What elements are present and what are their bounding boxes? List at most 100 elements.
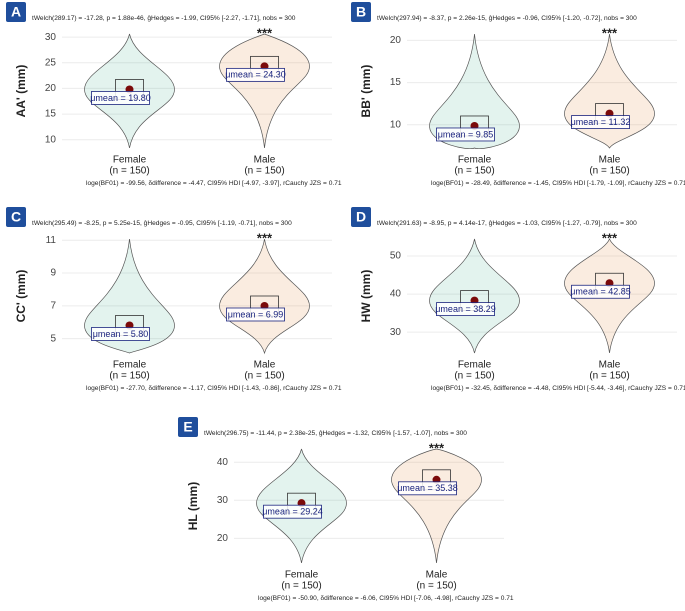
- panel-label: E: [183, 419, 192, 435]
- y-tick-label: 9: [50, 268, 56, 279]
- mean-label: μmean = 6.99: [228, 309, 283, 319]
- mean-label-box: [226, 67, 285, 82]
- mean-label: μmean = 35.38: [397, 483, 457, 493]
- panel-label-box: [351, 207, 371, 227]
- y-tick-label: 20: [390, 35, 402, 46]
- subtitle: tWelch(291.63) = -8.95, p = 4.14e-17, ĝH…: [377, 220, 637, 227]
- y-axis-label: HW (mm): [359, 270, 373, 323]
- violin: [219, 33, 310, 149]
- panel-label: C: [11, 209, 21, 225]
- n-label: (n = 150): [244, 371, 284, 382]
- y-tick-label: 30: [45, 32, 57, 43]
- mean-label: μmean = 29.24: [262, 507, 322, 517]
- x-tick-label: Male: [599, 155, 621, 166]
- x-tick-label: Female: [458, 360, 492, 371]
- violin: [391, 448, 482, 564]
- n-label: (n = 150): [454, 371, 494, 382]
- y-tick-label: 5: [50, 333, 56, 344]
- x-tick-label: Male: [599, 360, 621, 371]
- mean-label-box: [436, 127, 495, 142]
- y-tick-label: 30: [390, 327, 402, 338]
- mean-label-box: [571, 284, 630, 299]
- mean-label: μmean = 19.80: [90, 93, 150, 103]
- y-axis-label: BB' (mm): [359, 65, 373, 118]
- significance: ***: [602, 25, 618, 40]
- mean-label: μmean = 11.32: [571, 117, 631, 127]
- y-tick-label: 50: [390, 251, 402, 262]
- subtitle: tWelch(295.49) = -8.25, p = 5.25e-15, ĝH…: [32, 220, 292, 227]
- n-label: (n = 150): [589, 166, 629, 177]
- panel-label-box: [178, 417, 198, 437]
- subtitle: tWelch(296.75) = -11.44, p = 2.38e-25, ĝ…: [204, 430, 467, 437]
- mean-label-box: [226, 307, 285, 322]
- x-tick-label: Female: [113, 360, 147, 371]
- panel-label: D: [356, 209, 366, 225]
- significance: ***: [257, 25, 273, 40]
- violin: [429, 238, 520, 354]
- x-tick-label: Female: [285, 570, 319, 581]
- mean-label: μmean = 24.30: [225, 70, 285, 80]
- violin: [429, 33, 520, 149]
- n-label: (n = 150): [416, 581, 456, 592]
- y-tick-label: 10: [390, 119, 402, 130]
- y-tick-label: 15: [45, 109, 57, 120]
- caption: loge(BF01) = -50.90, δdifference = -6.06…: [258, 595, 514, 602]
- y-tick-label: 20: [45, 83, 57, 94]
- y-axis-label: HL (mm): [186, 482, 200, 530]
- panel-label: A: [11, 4, 21, 20]
- mean-label-box: [263, 504, 322, 519]
- caption: loge(BF01) = -27.70, δdifference = -1.17…: [86, 385, 342, 392]
- y-tick-label: 40: [390, 289, 402, 300]
- y-tick-label: 11: [46, 235, 57, 246]
- y-tick-label: 7: [50, 300, 56, 311]
- panel-label-box: [351, 2, 371, 22]
- x-tick-label: Male: [254, 360, 276, 371]
- subtitle: tWelch(297.94) = -8.37, p = 2.26e-15, ĝH…: [377, 15, 637, 22]
- y-tick-label: 10: [45, 134, 57, 145]
- panel-label: B: [356, 4, 366, 20]
- n-label: (n = 150): [281, 581, 321, 592]
- violin: [84, 238, 175, 354]
- panel-label-box: [6, 2, 26, 22]
- mean-label: μmean = 38.29: [435, 304, 495, 314]
- x-tick-label: Female: [458, 155, 492, 166]
- x-tick-label: Female: [113, 155, 147, 166]
- mean-label-box: [436, 302, 495, 317]
- mean-label: μmean = 5.80: [93, 329, 148, 339]
- x-tick-label: Male: [254, 155, 276, 166]
- n-label: (n = 150): [109, 166, 149, 177]
- n-label: (n = 150): [454, 166, 494, 177]
- mean-label: μmean = 9.85: [438, 129, 493, 139]
- mean-label-box: [91, 327, 150, 341]
- mean-label: μmean = 42.85: [570, 287, 630, 297]
- mean-label-box: [398, 481, 457, 496]
- y-tick-label: 20: [217, 533, 229, 544]
- subtitle: tWelch(289.17) = -17.28, p = 1.88e-46, ĝ…: [32, 15, 296, 22]
- y-axis-label: CC' (mm): [14, 270, 28, 323]
- n-label: (n = 150): [244, 166, 284, 177]
- caption: loge(BF01) = -28.49, δdifference = -1.45…: [431, 180, 685, 187]
- caption: loge(BF01) = -32.45, δdifference = -4.48…: [431, 385, 685, 392]
- y-tick-label: 15: [390, 77, 402, 88]
- y-tick-label: 25: [45, 57, 57, 68]
- significance: ***: [257, 230, 273, 245]
- mean-label-box: [571, 115, 630, 129]
- significance: ***: [429, 440, 445, 455]
- y-tick-label: 30: [217, 495, 229, 506]
- panel-label-box: [6, 207, 26, 227]
- mean-label-box: [91, 91, 150, 105]
- caption: loge(BF01) = -99.56, δdifference = -4.47…: [86, 180, 342, 187]
- n-label: (n = 150): [109, 371, 149, 382]
- violin: [564, 33, 655, 149]
- n-label: (n = 150): [589, 371, 629, 382]
- x-tick-label: Male: [426, 570, 448, 581]
- y-axis-label: AA' (mm): [14, 65, 28, 118]
- significance: ***: [602, 230, 618, 245]
- y-tick-label: 40: [217, 457, 229, 468]
